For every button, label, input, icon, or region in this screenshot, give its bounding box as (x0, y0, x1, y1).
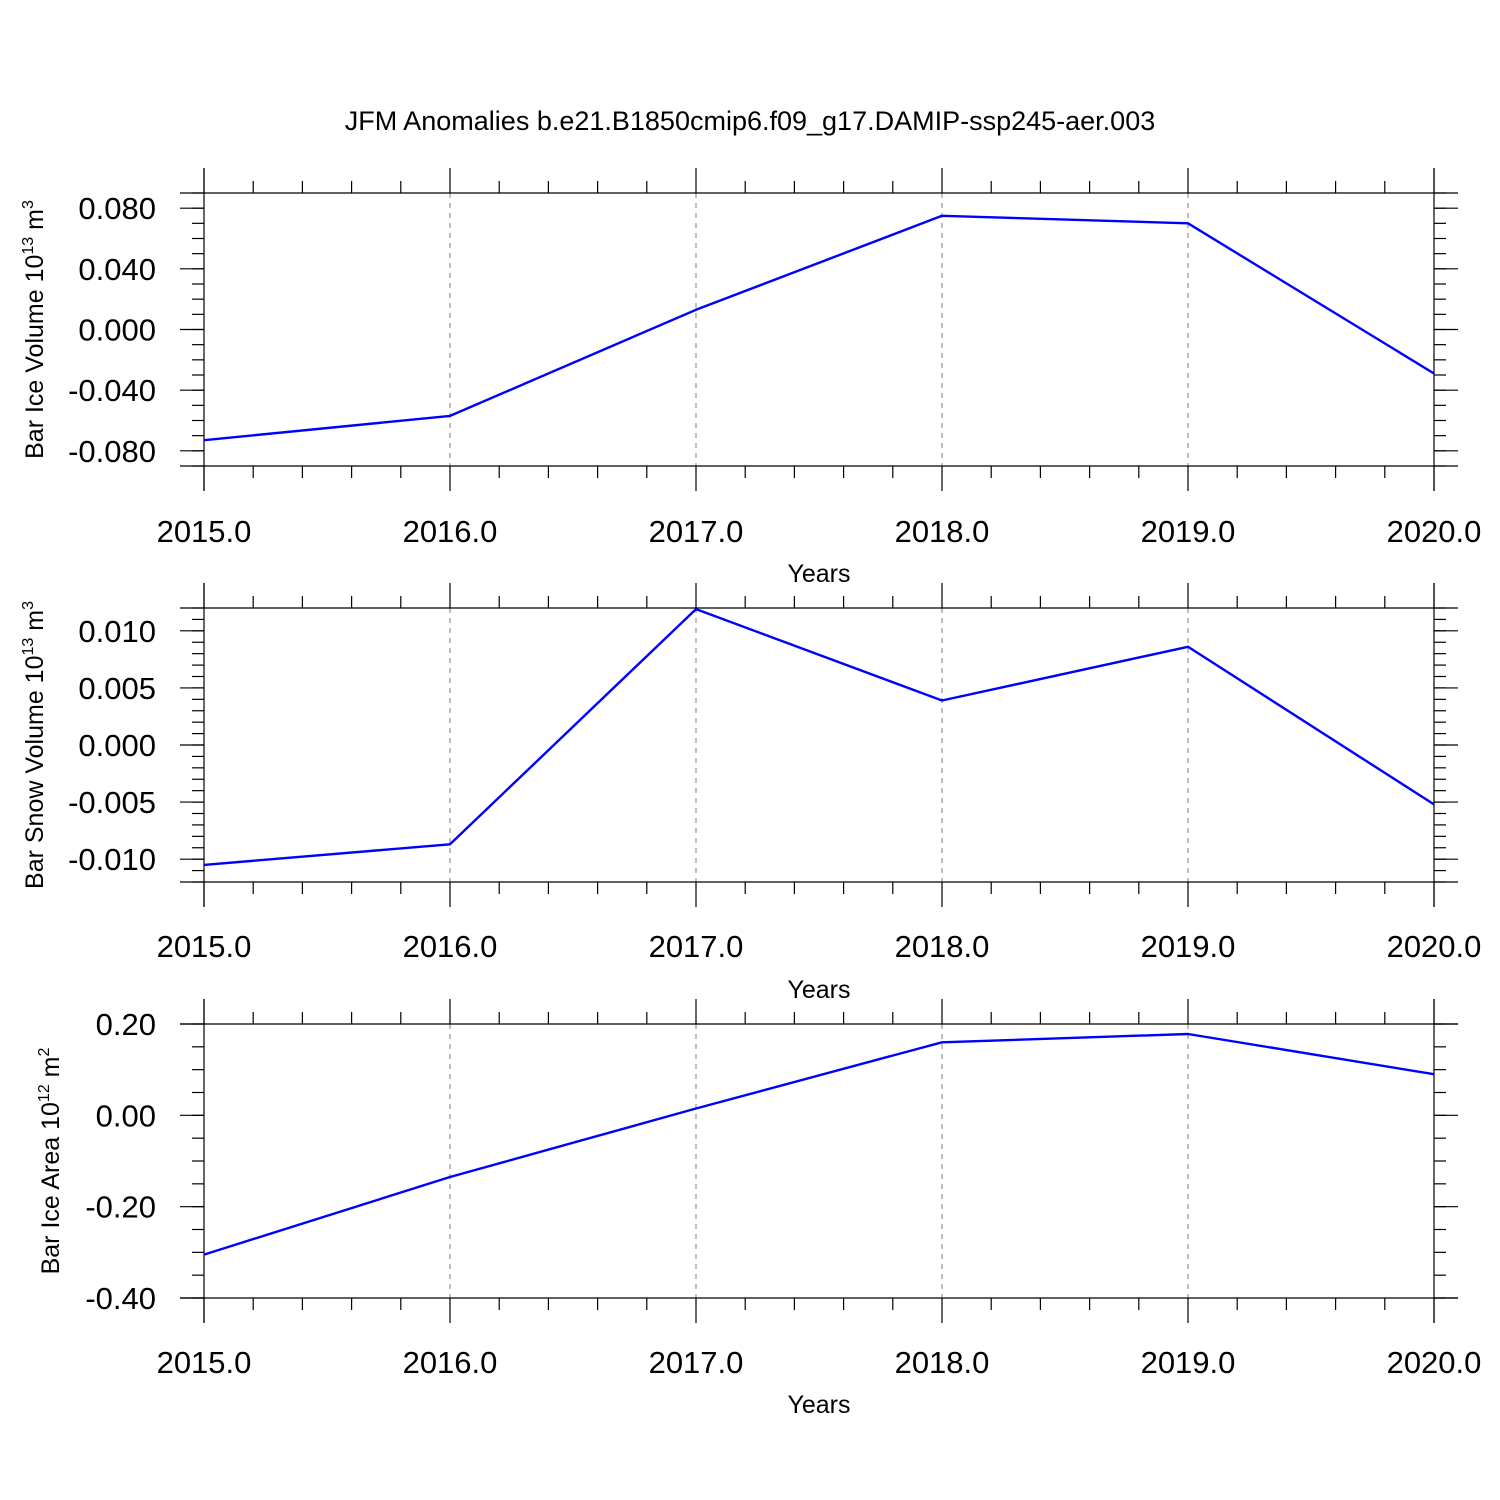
panel-2: 2015.0 2016.0 2017.0 2018.0 2019.0 2020.0 -0.0… (20, 583, 1481, 1004)
series-line (203, 607, 1435, 867)
y-axis-title: Bar Ice Area 1012 m2 (36, 1048, 65, 1275)
y-tick-label: -0.040 (68, 373, 156, 408)
x-axis-title: Years (787, 1391, 850, 1419)
y-tick-label: 0.005 (78, 671, 156, 706)
x-tick-label: 2015.0 (157, 1345, 252, 1380)
x-tick-label: 2020.0 (1387, 514, 1482, 549)
x-tick-label: 2018.0 (895, 514, 990, 549)
x-tick-label: 2020.0 (1387, 929, 1482, 964)
y-axis-title: Bar Ice Volume 1013 m3 (20, 200, 49, 459)
series-line (203, 1032, 1435, 1256)
x-tick-label: 2016.0 (403, 1345, 498, 1380)
x-tick-label: 2019.0 (1141, 929, 1236, 964)
y-tick-label: -0.005 (68, 785, 156, 820)
x-tick-label: 2015.0 (157, 514, 252, 549)
y-tick-label: 0.00 (96, 1098, 156, 1133)
panel-1: 2015.0 2016.0 2017.0 2018.0 2019.0 2020.0 -0.0… (20, 168, 1481, 588)
y-axis-title: Bar Snow Volume 1013 m3 (20, 601, 49, 889)
y-tick-label: -0.080 (68, 434, 156, 469)
x-tick-label: 2018.0 (895, 929, 990, 964)
x-tick-label: 2017.0 (649, 514, 744, 549)
x-tick-label: 2018.0 (895, 1345, 990, 1380)
y-tick-label: -0.40 (85, 1281, 156, 1316)
y-tick-label: 0.20 (96, 1007, 156, 1042)
y-tick-label: 0.000 (78, 728, 156, 763)
y-tick-label: 0.010 (78, 614, 156, 649)
y-tick-label: 0.000 (78, 313, 156, 348)
chart-panels: 2015.0 2016.0 2017.0 2018.0 2019.0 2020.0 -0.0… (20, 168, 1481, 1419)
x-axis-title: Years (787, 560, 850, 588)
x-tick-label: 2019.0 (1141, 514, 1236, 549)
x-tick-label: 2017.0 (649, 929, 744, 964)
x-tick-label: 2015.0 (157, 929, 252, 964)
chart-title: JFM Anomalies b.e21.B1850cmip6.f09_g17.D… (345, 106, 1155, 136)
series-line (203, 214, 1435, 442)
x-tick-label: 2019.0 (1141, 1345, 1236, 1380)
x-tick-label: 2020.0 (1387, 1345, 1482, 1380)
y-tick-label: 0.080 (78, 191, 156, 226)
x-tick-label: 2016.0 (403, 514, 498, 549)
x-tick-label: 2016.0 (403, 929, 498, 964)
y-tick-label: -0.010 (68, 842, 156, 877)
panel-3: 2015.0 2016.0 2017.0 2018.0 2019.0 2020.0 -0.4… (36, 999, 1481, 1419)
y-tick-label: -0.20 (85, 1190, 156, 1225)
y-tick-label: 0.040 (78, 252, 156, 287)
x-tick-label: 2017.0 (649, 1345, 744, 1380)
x-axis-title: Years (787, 976, 850, 1004)
